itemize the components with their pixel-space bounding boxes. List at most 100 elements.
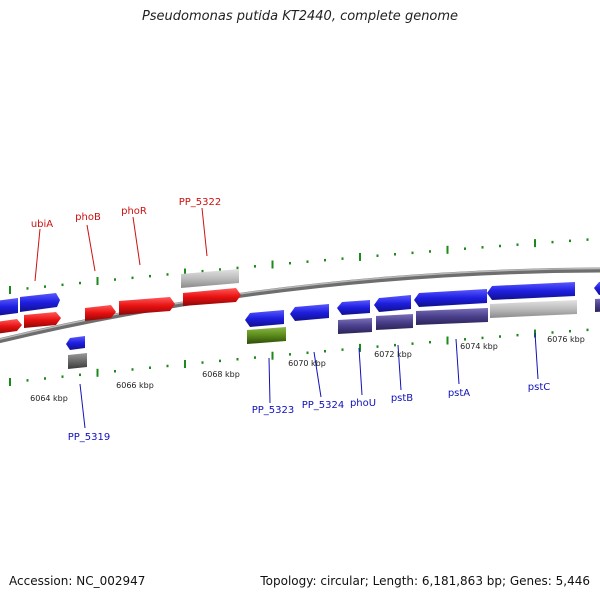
gene-feature-box[interactable] xyxy=(595,298,600,312)
tick-minor xyxy=(481,246,484,249)
tick-minor xyxy=(26,287,29,290)
tick-minor xyxy=(569,329,571,333)
tick-minor xyxy=(429,250,431,253)
gene-dark-box[interactable] xyxy=(68,353,87,369)
tick-major xyxy=(359,343,361,352)
tick-minor xyxy=(149,366,151,369)
gene-feature-box[interactable] xyxy=(416,308,488,325)
tick-minor xyxy=(341,348,344,351)
tick-minor xyxy=(26,379,29,382)
tick-minor xyxy=(201,361,204,364)
gene-arrow-forward[interactable] xyxy=(414,289,487,307)
tick-minor xyxy=(499,335,501,338)
tick-minor xyxy=(166,273,169,276)
tick-minor xyxy=(236,357,239,361)
gene-arrow-reverse[interactable] xyxy=(183,288,241,306)
tick-major xyxy=(9,378,11,386)
tick-track-outer xyxy=(9,238,589,294)
tick-track-inner xyxy=(9,328,589,386)
gene-arrow-forward[interactable] xyxy=(0,298,18,316)
gene-label-pstb[interactable]: pstB xyxy=(391,393,413,404)
gene-label-pp5322[interactable]: PP_5322 xyxy=(179,197,222,208)
tick-minor xyxy=(44,285,46,288)
tick-minor xyxy=(586,328,589,332)
tick-minor xyxy=(114,278,116,281)
tick-minor xyxy=(324,258,326,262)
gene-feature-box[interactable] xyxy=(376,314,413,330)
scale-label: 6064 kbp xyxy=(30,394,68,403)
gene-labels: ubiA phoB phoR PP_5322 PP_5319 PP_5323 P… xyxy=(31,197,550,443)
gene-arrow-forward[interactable] xyxy=(487,282,575,300)
tick-minor xyxy=(376,254,379,257)
gene-pseudo-box[interactable] xyxy=(490,300,577,318)
gene-features xyxy=(0,269,600,369)
gene-rna-box[interactable] xyxy=(247,327,286,344)
gene-arrow-reverse[interactable] xyxy=(119,297,175,315)
scale-label: 6070 kbp xyxy=(288,359,326,368)
gene-label-phou[interactable]: phoU xyxy=(350,398,376,409)
gene-label-ubia[interactable]: ubiA xyxy=(31,219,53,230)
tick-minor xyxy=(61,375,64,378)
tick-minor xyxy=(551,240,554,244)
scale-label: 6074 kbp xyxy=(460,342,498,351)
gene-arrow-forward[interactable] xyxy=(374,295,411,312)
gene-feature-box[interactable] xyxy=(338,318,372,334)
gene-label-pp5319[interactable]: PP_5319 xyxy=(68,432,111,443)
gene-label-pp5323[interactable]: PP_5323 xyxy=(252,405,295,416)
tick-minor xyxy=(79,373,81,377)
tick-minor xyxy=(516,243,519,246)
tick-minor xyxy=(79,281,81,285)
gene-arrow-reverse[interactable] xyxy=(24,312,61,328)
gene-arrow-forward[interactable] xyxy=(66,336,85,350)
gene-label-psta[interactable]: pstA xyxy=(448,388,470,399)
tick-minor xyxy=(324,349,326,353)
tick-minor xyxy=(306,260,309,263)
scale-label: 6066 kbp xyxy=(116,381,154,390)
tick-minor xyxy=(289,353,291,356)
scale-label: 6072 kbp xyxy=(374,350,412,359)
tick-minor xyxy=(201,269,204,273)
scale-label: 6076 kbp xyxy=(547,335,585,344)
gene-arrow-forward[interactable] xyxy=(594,281,600,295)
genome-backbone-highlight xyxy=(0,267,600,340)
gene-pseudo-box[interactable] xyxy=(181,269,239,288)
tick-major xyxy=(184,268,186,277)
tick-minor xyxy=(254,265,256,268)
gene-arrow-reverse[interactable] xyxy=(0,319,22,334)
tick-minor xyxy=(236,266,239,270)
gene-label-pp5324[interactable]: PP_5324 xyxy=(302,400,345,411)
tick-major xyxy=(96,277,99,286)
tick-minor xyxy=(254,356,256,359)
tick-minor xyxy=(464,338,466,341)
tick-minor xyxy=(114,369,116,373)
tick-minor xyxy=(551,331,554,334)
tick-minor xyxy=(481,336,484,340)
tick-major xyxy=(446,336,449,345)
gene-label-phor[interactable]: phoR xyxy=(121,206,147,217)
gene-arrow-forward[interactable] xyxy=(290,304,329,321)
tick-minor xyxy=(411,251,414,255)
tick-minor xyxy=(219,359,221,363)
tick-minor xyxy=(289,261,291,265)
tick-minor xyxy=(394,253,396,256)
gene-arrow-forward[interactable] xyxy=(20,293,60,312)
scale-label: 6068 kbp xyxy=(202,370,240,379)
gene-arrow-forward[interactable] xyxy=(245,310,284,327)
tick-minor xyxy=(499,244,501,248)
scale-labels: 6064 kbp 6066 kbp 6068 kbp 6070 kbp 6072… xyxy=(30,335,585,403)
tick-major xyxy=(271,260,274,269)
gene-arrow-reverse[interactable] xyxy=(85,305,116,321)
tick-minor xyxy=(376,345,379,348)
tick-minor xyxy=(569,239,571,243)
gene-arrow-forward[interactable] xyxy=(337,300,370,315)
tick-minor xyxy=(131,276,134,280)
genome-backbone xyxy=(0,267,600,344)
gene-label-phob[interactable]: phoB xyxy=(75,212,101,223)
tick-minor xyxy=(219,268,221,271)
gene-label-pstc[interactable]: pstC xyxy=(528,382,550,393)
accession-text: Accession: NC_002947 xyxy=(9,574,146,588)
tick-minor xyxy=(586,238,589,241)
tick-minor xyxy=(61,283,64,287)
tick-major xyxy=(534,239,536,248)
